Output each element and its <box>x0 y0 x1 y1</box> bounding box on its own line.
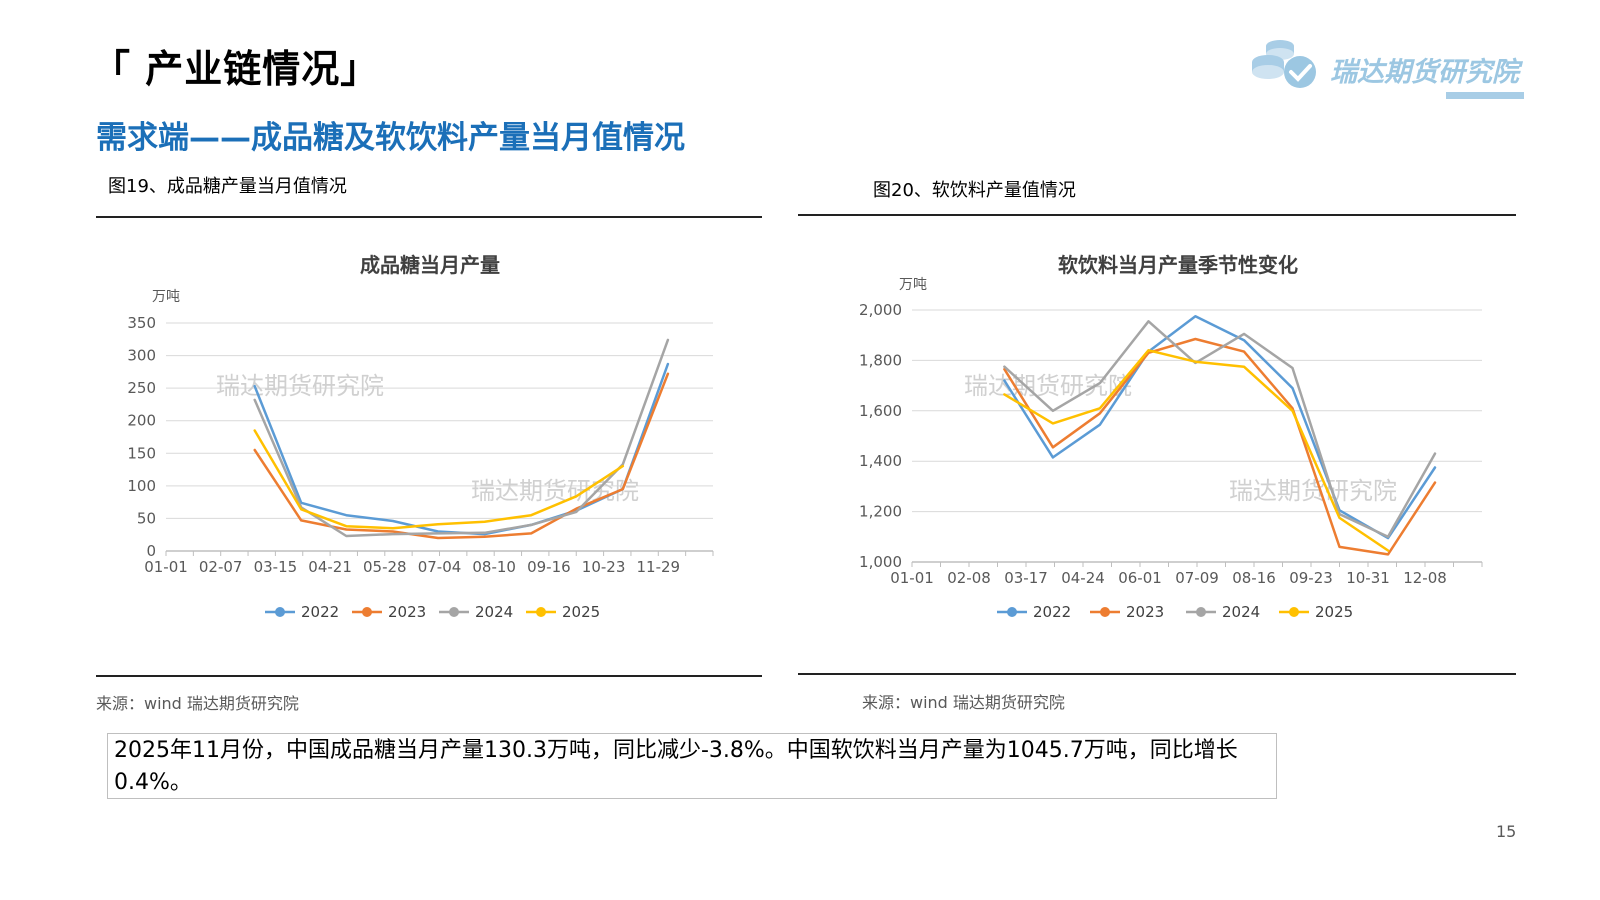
figure-20-caption: 图20、软饮料产量值情况 <box>873 180 1076 201</box>
series-line-2023 <box>253 372 670 540</box>
figure-19-top-rule <box>96 216 762 218</box>
x-tick-label: 07-04 <box>418 558 462 576</box>
x-tick-label: 04-24 <box>1061 569 1105 587</box>
y-tick-label: 1,200 <box>859 503 902 521</box>
y-tick-label: 1,000 <box>859 553 902 571</box>
legend-label: 2024 <box>475 603 513 621</box>
y-tick-label: 1,800 <box>859 351 902 369</box>
figure-19-bottom-rule <box>96 675 762 677</box>
coins-icon <box>1252 40 1316 88</box>
x-tick-label: 10-31 <box>1346 569 1390 587</box>
x-tick-label: 08-16 <box>1232 569 1276 587</box>
watermark-text: 瑞达期货研究院 <box>1229 477 1397 505</box>
x-tick-label: 01-01 <box>144 558 188 576</box>
x-tick-label: 05-28 <box>363 558 407 576</box>
y-axis-unit: 万吨 <box>899 277 927 293</box>
legend-marker-2024 <box>1196 607 1206 617</box>
series-line-2024 <box>1003 320 1437 539</box>
x-tick-label: 02-08 <box>947 569 991 587</box>
y-tick-label: 100 <box>127 477 156 495</box>
x-tick-label: 11-29 <box>637 558 681 576</box>
legend-label: 2023 <box>388 603 426 621</box>
x-tick-label: 09-23 <box>1289 569 1333 587</box>
page-subtitle: 需求端——成品糖及软饮料产量当月值情况 <box>96 120 685 156</box>
section-title: 「 产业链情况」 <box>92 47 380 91</box>
logo-underline <box>1446 92 1524 99</box>
y-axis-unit: 万吨 <box>152 289 180 305</box>
x-tick-label: 07-09 <box>1175 569 1219 587</box>
figure-19-caption: 图19、成品糖产量当月值情况 <box>108 176 347 197</box>
x-tick-label: 08-10 <box>472 558 516 576</box>
legend-label: 2022 <box>1033 603 1071 621</box>
series-line-2024 <box>253 338 670 538</box>
logo-text: 瑞达期货研究院 <box>1330 57 1519 88</box>
y-tick-label: 200 <box>127 412 156 430</box>
series-line-2025 <box>253 429 625 530</box>
x-tick-label: 02-07 <box>199 558 243 576</box>
x-tick-label: 10-23 <box>582 558 626 576</box>
legend-marker-2022 <box>1007 607 1017 617</box>
chart-title: 成品糖当月产量 <box>360 253 500 277</box>
legend-marker-2025 <box>1289 607 1299 617</box>
y-tick-label: 250 <box>127 379 156 397</box>
summary-box: 2025年11月份，中国成品糖当月产量130.3万吨，同比减少-3.8%。中国软… <box>107 733 1277 799</box>
page-number: 15 <box>1496 822 1517 841</box>
watermark-text: 瑞达期货研究院 <box>471 477 639 505</box>
figure-20-bottom-rule <box>798 673 1516 675</box>
legend-marker-2023 <box>362 607 372 617</box>
x-tick-label: 01-01 <box>890 569 934 587</box>
y-tick-label: 350 <box>127 314 156 332</box>
legend-marker-2025 <box>536 607 546 617</box>
figure-20-top-rule <box>798 214 1516 216</box>
y-tick-label: 2,000 <box>859 301 902 319</box>
y-tick-label: 0 <box>146 542 156 560</box>
legend-marker-2022 <box>275 607 285 617</box>
y-tick-label: 300 <box>127 347 156 365</box>
series-line-2023 <box>1003 337 1437 556</box>
x-tick-label: 03-15 <box>254 558 298 576</box>
y-tick-label: 1,400 <box>859 452 902 470</box>
legend-marker-2023 <box>1100 607 1110 617</box>
company-logo: 瑞达期货研究院 <box>1250 32 1530 102</box>
x-tick-label: 09-16 <box>527 558 571 576</box>
chart-title: 软饮料当月产量季节性变化 <box>1058 253 1298 277</box>
legend-label: 2023 <box>1126 603 1164 621</box>
legend-label: 2025 <box>562 603 600 621</box>
x-tick-label: 06-01 <box>1118 569 1162 587</box>
x-tick-label: 04-21 <box>308 558 352 576</box>
watermark-text: 瑞达期货研究院 <box>216 372 384 400</box>
y-tick-label: 50 <box>137 509 156 527</box>
figure-20-source: 来源：wind 瑞达期货研究院 <box>862 693 1065 712</box>
y-tick-label: 150 <box>127 444 156 462</box>
series-line-2025 <box>1003 349 1390 552</box>
legend-label: 2022 <box>301 603 339 621</box>
legend-label: 2025 <box>1315 603 1353 621</box>
figure-19-source: 来源：wind 瑞达期货研究院 <box>96 694 299 713</box>
x-tick-label: 03-17 <box>1004 569 1048 587</box>
legend-label: 2024 <box>1222 603 1260 621</box>
x-tick-label: 12-08 <box>1403 569 1447 587</box>
y-tick-label: 1,600 <box>859 402 902 420</box>
legend-marker-2024 <box>449 607 459 617</box>
